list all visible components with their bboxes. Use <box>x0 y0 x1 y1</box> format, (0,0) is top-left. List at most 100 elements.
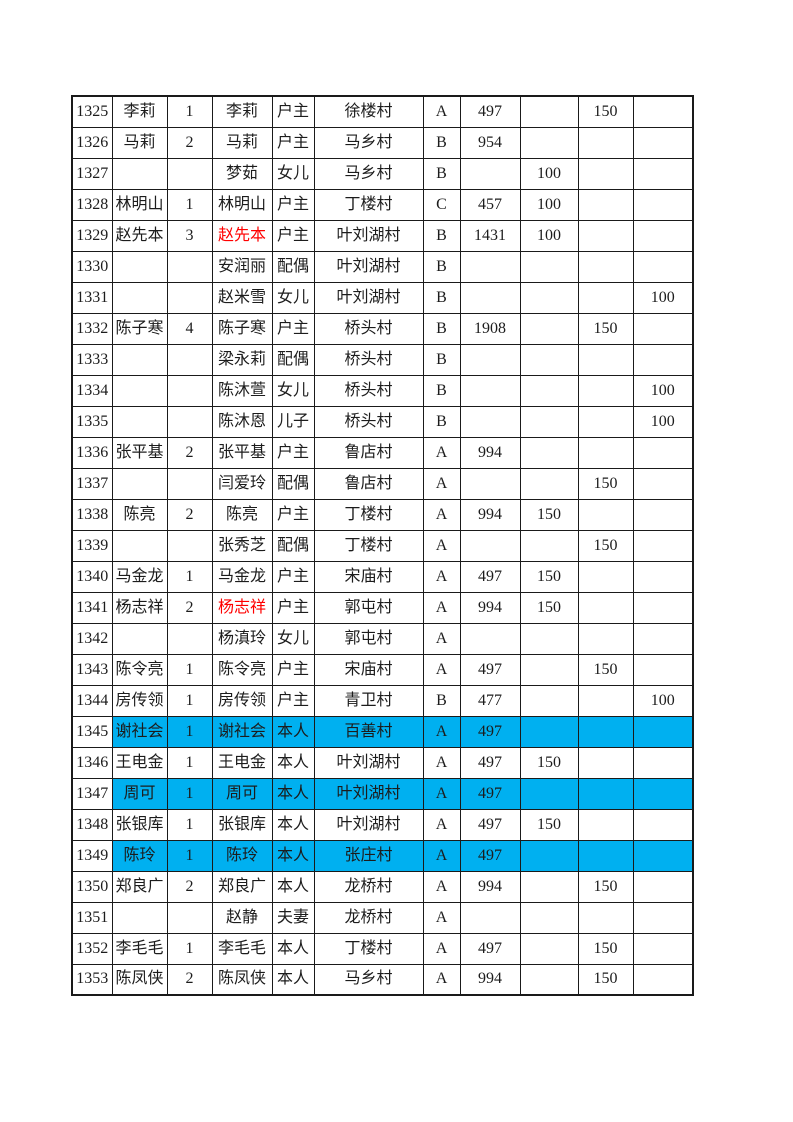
cell-member-name: 马金龙 <box>211 560 273 593</box>
table-row: 1353 陈凤侠 2 陈凤侠 本人 马乡村 A 994 150 <box>71 963 694 996</box>
cell-member-count: 1 <box>166 839 213 872</box>
cell-village: 鲁店村 <box>313 467 424 500</box>
cell-member-name: 马莉 <box>211 126 273 159</box>
cell-member-count <box>166 529 213 562</box>
table-row: 1346 王电金 1 王电金 本人 叶刘湖村 A 497 150 <box>71 746 694 779</box>
cell-relation: 户主 <box>271 436 315 469</box>
cell-grade: B <box>422 157 461 190</box>
cell-village: 叶刘湖村 <box>313 281 424 314</box>
cell-amt2: 150 <box>519 560 579 593</box>
cell-amt4 <box>632 250 694 283</box>
cell-grade: B <box>422 343 461 376</box>
cell-amt2 <box>519 312 579 345</box>
cell-amt4 <box>632 839 694 872</box>
cell-id: 1327 <box>71 157 113 190</box>
cell-relation: 本人 <box>271 808 315 841</box>
cell-member-count <box>166 374 213 407</box>
cell-amt3: 150 <box>577 963 634 996</box>
cell-amt4 <box>632 436 694 469</box>
cell-amount <box>459 622 521 655</box>
cell-amt4 <box>632 591 694 624</box>
cell-member-count <box>166 281 213 314</box>
cell-village: 丁楼村 <box>313 498 424 531</box>
cell-amt4 <box>632 963 694 996</box>
cell-id: 1341 <box>71 591 113 624</box>
table-row: 1336 张平基 2 张平基 户主 鲁店村 A 994 <box>71 436 694 469</box>
cell-relation: 女儿 <box>271 157 315 190</box>
cell-relation: 配偶 <box>271 250 315 283</box>
cell-member-name: 杨志祥 <box>211 591 273 624</box>
cell-member-count: 1 <box>166 684 213 717</box>
cell-head-name <box>111 529 168 562</box>
cell-grade: A <box>422 95 461 128</box>
cell-id: 1350 <box>71 870 113 903</box>
cell-amt3 <box>577 281 634 314</box>
cell-relation: 本人 <box>271 839 315 872</box>
cell-member-name: 李毛毛 <box>211 932 273 965</box>
cell-member-name: 闫爱玲 <box>211 467 273 500</box>
cell-head-name: 马金龙 <box>111 560 168 593</box>
cell-member-name: 杨滇玲 <box>211 622 273 655</box>
cell-head-name <box>111 405 168 438</box>
cell-member-count: 4 <box>166 312 213 345</box>
cell-grade: A <box>422 498 461 531</box>
cell-head-name: 马莉 <box>111 126 168 159</box>
cell-head-name <box>111 622 168 655</box>
table-row: 1327 梦茹 女儿 马乡村 B 100 <box>71 157 694 190</box>
cell-amt3 <box>577 405 634 438</box>
cell-member-count: 2 <box>166 126 213 159</box>
cell-head-name: 周可 <box>111 777 168 810</box>
cell-head-name <box>111 343 168 376</box>
cell-amt2 <box>519 684 579 717</box>
table-row: 1348 张银库 1 张银库 本人 叶刘湖村 A 497 150 <box>71 808 694 841</box>
cell-village: 丁楼村 <box>313 529 424 562</box>
cell-village: 龙桥村 <box>313 870 424 903</box>
cell-id: 1336 <box>71 436 113 469</box>
cell-amt3 <box>577 374 634 407</box>
cell-member-count <box>166 250 213 283</box>
cell-grade: B <box>422 250 461 283</box>
cell-id: 1352 <box>71 932 113 965</box>
cell-member-name: 王电金 <box>211 746 273 779</box>
cell-member-name: 陈子寒 <box>211 312 273 345</box>
cell-amt2: 150 <box>519 808 579 841</box>
cell-member-name: 郑良广 <box>211 870 273 903</box>
cell-member-count: 2 <box>166 591 213 624</box>
cell-member-name: 陈玲 <box>211 839 273 872</box>
cell-relation: 户主 <box>271 498 315 531</box>
cell-member-name: 谢社会 <box>211 715 273 748</box>
table-body: 1325 李莉 1 李莉 户主 徐楼村 A 497 150 1326 马莉 2 马莉 户主 马乡村 B 954 1… <box>71 95 694 996</box>
cell-member-name: 陈凤侠 <box>211 963 273 996</box>
cell-member-count: 1 <box>166 808 213 841</box>
table-row: 1326 马莉 2 马莉 户主 马乡村 B 954 <box>71 126 694 159</box>
cell-village: 桥头村 <box>313 374 424 407</box>
table-row: 1351 赵静 夫妻 龙桥村 A <box>71 901 694 934</box>
cell-member-count: 2 <box>166 963 213 996</box>
cell-amt4 <box>632 932 694 965</box>
cell-amt2 <box>519 250 579 283</box>
cell-id: 1353 <box>71 963 113 996</box>
table-row: 1335 陈沐恩 儿子 桥头村 B 100 <box>71 405 694 438</box>
cell-amt2 <box>519 467 579 500</box>
cell-grade: A <box>422 870 461 903</box>
cell-member-name: 陈亮 <box>211 498 273 531</box>
cell-amt3 <box>577 436 634 469</box>
cell-grade: A <box>422 653 461 686</box>
cell-village: 郭屯村 <box>313 591 424 624</box>
cell-member-name: 赵静 <box>211 901 273 934</box>
cell-amount <box>459 374 521 407</box>
cell-amt2 <box>519 374 579 407</box>
cell-amt3 <box>577 219 634 252</box>
cell-amt4 <box>632 498 694 531</box>
cell-member-count <box>166 157 213 190</box>
cell-head-name: 张银库 <box>111 808 168 841</box>
cell-member-count: 3 <box>166 219 213 252</box>
cell-amt4 <box>632 529 694 562</box>
cell-amount <box>459 250 521 283</box>
cell-member-count: 2 <box>166 498 213 531</box>
cell-amt4: 100 <box>632 684 694 717</box>
cell-amt2 <box>519 932 579 965</box>
cell-id: 1348 <box>71 808 113 841</box>
table-row: 1342 杨滇玲 女儿 郭屯村 A <box>71 622 694 655</box>
cell-amt2 <box>519 715 579 748</box>
